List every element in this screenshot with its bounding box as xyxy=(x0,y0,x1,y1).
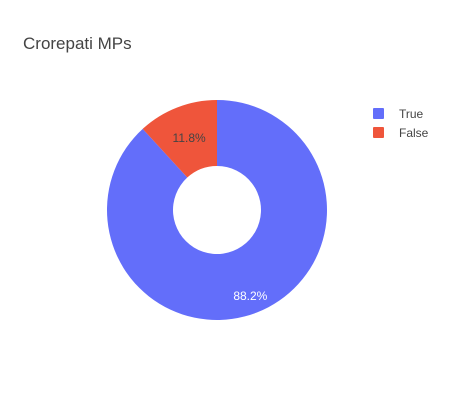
slice-false[interactable] xyxy=(142,100,217,178)
slice-true[interactable] xyxy=(106,100,327,320)
slice-label-true: 88.2% xyxy=(233,289,267,303)
legend-label-true: True xyxy=(399,106,424,121)
slice-label-false: 11.8% xyxy=(173,131,206,145)
chart-title: Crorepati MPs xyxy=(23,34,132,53)
legend-item-false[interactable]: False xyxy=(373,123,428,142)
legend-label-false: False xyxy=(399,125,429,140)
legend-swatch-true xyxy=(373,108,384,119)
legend: True False xyxy=(373,104,428,142)
legend-swatch-false xyxy=(373,127,384,138)
legend-item-true[interactable]: True xyxy=(373,104,428,123)
